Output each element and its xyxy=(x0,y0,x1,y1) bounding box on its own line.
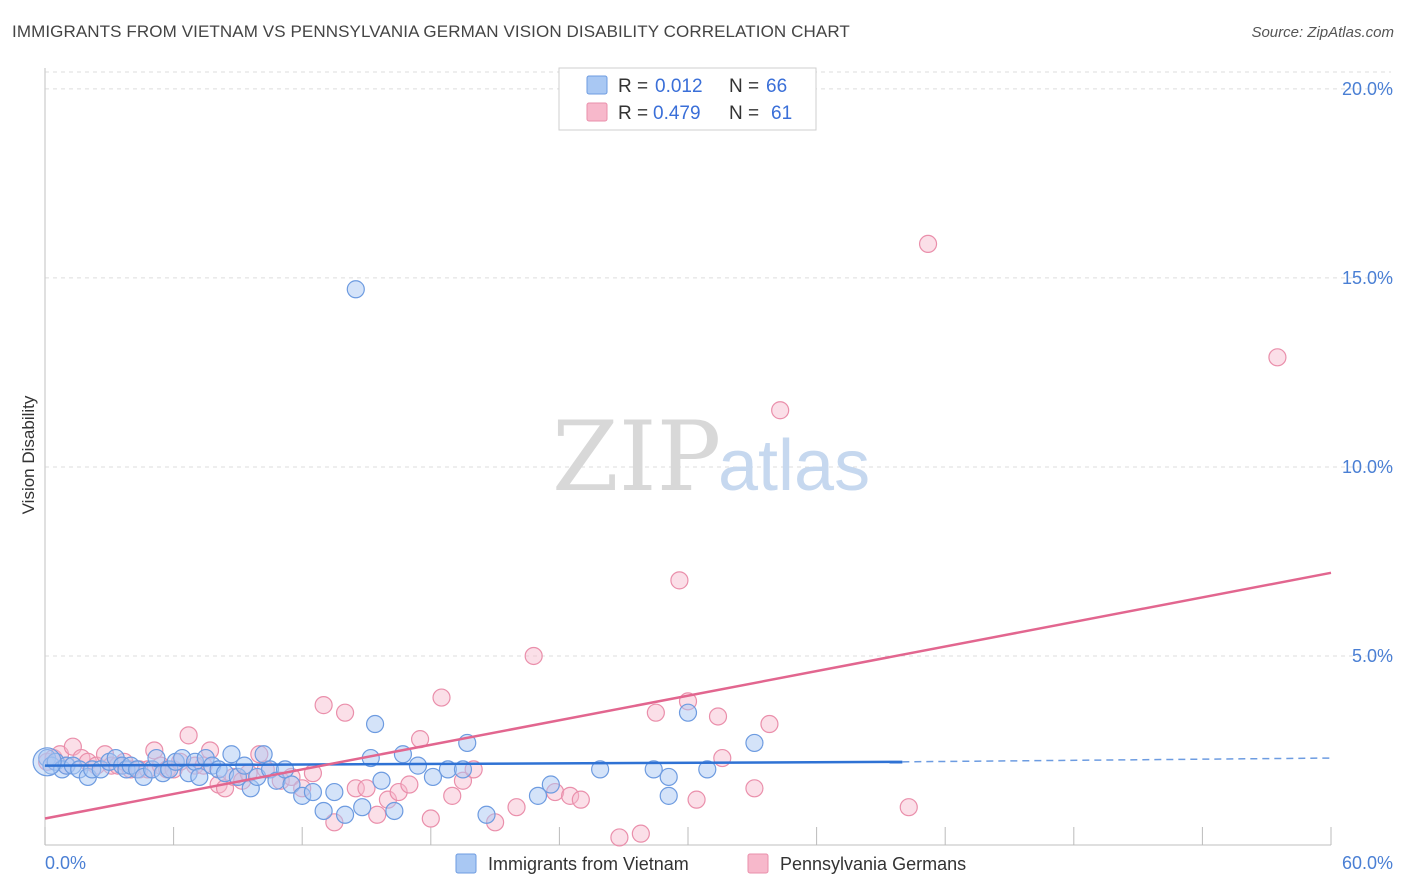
point-pennsylvania-germans xyxy=(745,779,764,798)
point-pennsylvania-germans xyxy=(610,828,629,847)
point-immigrants-from-vietnam xyxy=(222,745,241,764)
point-pennsylvania-germans xyxy=(631,824,650,843)
bottom-legend-label-blue: Immigrants from Vietnam xyxy=(488,854,689,874)
x-tick-label: 0.0% xyxy=(45,853,86,873)
trend-line-pennsylvania-germans xyxy=(44,571,1332,820)
point-immigrants-from-vietnam xyxy=(254,745,273,764)
legend-n-label-1: N = xyxy=(729,76,759,97)
legend-n-label-2: N = xyxy=(729,103,759,124)
point-pennsylvania-germans xyxy=(443,786,462,805)
x-tick-labels: 0.0% 60.0% xyxy=(45,853,1393,873)
legend-n-value-2: 61 xyxy=(771,103,792,124)
watermark-zip: ZIP xyxy=(552,401,721,513)
point-pennsylvania-germans xyxy=(1268,348,1287,367)
bottom-legend-label-pink: Pennsylvania Germans xyxy=(780,854,966,874)
point-pennsylvania-germans xyxy=(771,401,790,420)
point-pennsylvania-germans xyxy=(899,798,918,817)
point-immigrants-from-vietnam xyxy=(423,767,443,787)
point-pennsylvania-germans xyxy=(314,696,333,715)
y-tick-label: 15.0% xyxy=(1342,268,1393,288)
point-immigrants-from-vietnam xyxy=(147,748,166,768)
point-immigrants-from-vietnam xyxy=(453,760,473,779)
point-pennsylvania-germans xyxy=(507,798,526,817)
point-immigrants-from-vietnam xyxy=(477,805,496,824)
trend-line-immigrants-from-vietnam xyxy=(44,760,903,767)
point-immigrants-from-vietnam xyxy=(282,775,301,794)
point-pennsylvania-germans xyxy=(346,779,365,798)
legend-swatch-pink xyxy=(586,102,608,122)
point-immigrants-from-vietnam xyxy=(745,733,764,753)
watermark: ZIP atlas xyxy=(552,401,870,513)
point-immigrants-from-vietnam xyxy=(541,775,560,794)
point-immigrants-from-vietnam xyxy=(190,767,209,787)
point-pennsylvania-germans xyxy=(670,571,689,590)
watermark-atlas: atlas xyxy=(718,426,870,506)
point-pennsylvania-germans xyxy=(179,726,198,745)
point-pennsylvania-germans xyxy=(524,646,543,666)
point-immigrants-from-vietnam xyxy=(353,798,372,817)
point-pennsylvania-germans xyxy=(400,775,419,794)
x-tick-label: 60.0% xyxy=(1342,853,1393,873)
point-immigrants-from-vietnam xyxy=(698,760,717,779)
axes xyxy=(44,68,1332,846)
point-pennsylvania-germans xyxy=(561,786,580,805)
bottom-legend-swatch-blue xyxy=(455,853,477,874)
point-immigrants-from-vietnam-cluster xyxy=(32,747,62,777)
bottom-legend: Immigrants from Vietnam Pennsylvania Ger… xyxy=(455,853,966,874)
legend-n-value-1: 66 xyxy=(766,76,787,97)
point-pennsylvania-germans xyxy=(571,790,590,809)
legend-r-label-2: R = xyxy=(618,103,648,124)
point-immigrants-from-vietnam xyxy=(335,805,355,824)
point-immigrants-from-vietnam xyxy=(528,786,548,805)
point-pennsylvania-germans xyxy=(357,779,376,798)
point-pennsylvania-germans xyxy=(432,688,451,707)
chart-title: IMMIGRANTS FROM VIETNAM VS PENNSYLVANIA … xyxy=(12,22,850,41)
point-immigrants-from-vietnam xyxy=(314,801,333,821)
chart-source: Source: ZipAtlas.com xyxy=(1251,24,1394,41)
point-immigrants-from-vietnam xyxy=(644,760,663,779)
point-pennsylvania-germans xyxy=(389,782,408,802)
legend-r-value-2: 0.479 xyxy=(653,103,701,124)
point-pennsylvania-germans xyxy=(713,748,732,768)
point-immigrants-from-vietnam xyxy=(365,714,385,734)
point-immigrants-from-vietnam xyxy=(659,767,678,787)
legend-swatch-blue xyxy=(586,75,608,95)
point-pennsylvania-germans xyxy=(421,809,440,828)
y-tick-label: 10.0% xyxy=(1342,457,1393,477)
point-immigrants-from-vietnam xyxy=(372,771,391,790)
point-immigrants-from-vietnam xyxy=(346,280,365,299)
legend-r-value-1: 0.012 xyxy=(655,76,703,97)
trend-lines xyxy=(44,571,1332,820)
point-pennsylvania-germans xyxy=(646,703,665,722)
point-immigrants-from-vietnam xyxy=(678,703,698,722)
point-immigrants-from-vietnam xyxy=(385,801,404,821)
point-immigrants-from-vietnam xyxy=(408,756,428,775)
point-immigrants-from-vietnam xyxy=(325,782,344,802)
point-pennsylvania-germans xyxy=(368,805,387,824)
point-immigrants-from-vietnam xyxy=(303,782,323,802)
bottom-legend-swatch-pink xyxy=(747,853,769,874)
point-immigrants-from-vietnam xyxy=(659,786,678,805)
grid-lines xyxy=(45,71,1391,657)
point-pennsylvania-germans xyxy=(687,790,706,809)
point-pennsylvania-germans xyxy=(335,703,355,722)
y-tick-labels: 5.0% 10.0% 15.0% 20.0% xyxy=(1342,79,1393,666)
point-pennsylvania-germans xyxy=(760,714,779,734)
legend-box: R = 0.012 N = 66 R = 0.479 N = 61 xyxy=(558,67,817,131)
point-immigrants-from-vietnam xyxy=(591,760,610,779)
series-immigrants-from-vietnam-points xyxy=(32,280,764,824)
point-pennsylvania-germans xyxy=(708,707,728,726)
legend-r-label-1: R = xyxy=(618,76,648,97)
y-axis-label: Vision Disability xyxy=(19,395,38,514)
y-tick-label: 5.0% xyxy=(1352,646,1393,666)
y-tick-label: 20.0% xyxy=(1342,79,1393,99)
trend-line-immigrants-from-vietnam-extension xyxy=(902,757,1332,763)
point-pennsylvania-germans xyxy=(918,234,938,254)
